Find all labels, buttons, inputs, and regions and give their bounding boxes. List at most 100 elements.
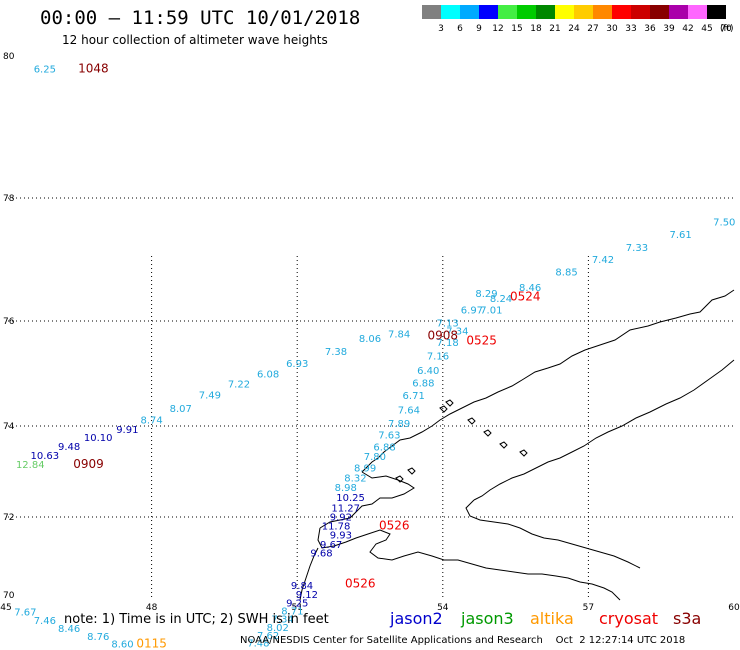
wave-height-value: 11.27	[331, 504, 360, 515]
wave-height-value: 7.34	[446, 327, 468, 338]
wave-height-value: 7.67	[14, 608, 36, 619]
coastline	[299, 289, 735, 601]
legend-swatch-42	[669, 5, 688, 19]
page-subtitle: 12 hour collection of altimeter wave hei…	[62, 33, 328, 47]
legend-tick-label: 45	[701, 24, 712, 34]
legend-tick-label: 6	[457, 24, 463, 34]
wave-height-value: 7.64	[398, 405, 420, 416]
wave-height-value: 9.12	[296, 590, 318, 601]
islet	[483, 429, 492, 437]
wave-height-value: 8.29	[475, 289, 497, 300]
lon-tick-label: 54	[437, 603, 449, 613]
wave-height-value: 7.63	[378, 431, 400, 442]
wave-height-value: 6.71	[403, 391, 425, 402]
wave-height-value: 10.25	[336, 493, 365, 504]
legend-tick-label: 24	[568, 24, 580, 34]
islet	[407, 467, 416, 475]
wave-height-value: 9.84	[291, 581, 313, 592]
lat-tick-label: 80	[3, 52, 15, 62]
legend-tick-label: 33	[625, 24, 636, 34]
wave-height-value: 7.84	[388, 329, 410, 340]
lon-tick-label: 51	[291, 603, 302, 613]
wave-height-value: 8.46	[519, 283, 541, 294]
footer-credit: NOAA/NESDIS Center for Satellite Applica…	[240, 635, 686, 646]
wave-height-value: 7.62	[257, 631, 279, 642]
satellite-label-altika: altika	[530, 609, 574, 628]
lat-tick-label: 70	[3, 591, 15, 601]
satellite-label-jason2: jason2	[390, 609, 443, 628]
wave-height-value: 7.01	[480, 306, 502, 317]
pass-time-label: 0524	[510, 290, 541, 304]
satellite-label-jason3: jason3	[461, 609, 514, 628]
legend-tick-label: 39	[663, 24, 675, 34]
islet	[467, 417, 476, 425]
islet	[519, 449, 528, 457]
legend-swatch-30	[593, 5, 612, 19]
footer-note: note: 1) Time is in UTC; 2) SWH is in fe…	[64, 612, 329, 627]
satellite-label-s3a: s3a	[673, 609, 702, 628]
wave-height-value: 6.40	[417, 366, 439, 377]
wave-height-value: 10.10	[84, 433, 113, 444]
legend-swatch-33	[612, 5, 631, 19]
wave-height-value: 12.84	[16, 460, 45, 471]
legend-swatch-70	[707, 5, 726, 19]
wave-height-value: 9.91	[116, 425, 138, 436]
legend-swatch-36	[631, 5, 650, 19]
legend-swatch-12	[479, 5, 498, 19]
legend-swatch-9	[460, 5, 479, 19]
lon-tick-label: 57	[583, 603, 594, 613]
lon-tick-label: 60	[728, 603, 740, 613]
islet	[439, 405, 448, 413]
wave-height-value: 8.07	[170, 404, 192, 415]
wave-height-value: 9.48	[58, 442, 80, 453]
pass-time-label: 0526	[345, 577, 376, 591]
legend-tick-label: 3	[438, 24, 444, 34]
pass-time-label: 0526	[379, 518, 410, 532]
legend-tick-label: 27	[587, 24, 598, 34]
legend-tick-label: 15	[511, 24, 522, 34]
legend-unit: (ft)	[720, 24, 734, 34]
wave-height-value: 8.71	[281, 606, 303, 617]
legend-swatch-15	[498, 5, 517, 19]
wave-height-value: 8.46	[58, 624, 80, 635]
legend-tick-label: 21	[549, 24, 560, 34]
wave-height-value: 7.89	[388, 419, 410, 430]
wave-height-value: 6.93	[286, 359, 308, 370]
legend-tick-label: 70	[720, 24, 732, 34]
wave-height-value: 7.48	[247, 638, 269, 649]
wave-height-value: 8.60	[111, 640, 133, 650]
lat-tick-label: 74	[3, 422, 15, 432]
wave-height-value: 6.88	[412, 379, 434, 390]
legend-swatch-6	[441, 5, 460, 19]
wave-height-value: 9.93	[330, 531, 352, 542]
legend-tick-label: 36	[644, 24, 656, 34]
wave-height-value: 7.13	[437, 318, 459, 329]
legend-tick-label: 30	[606, 24, 618, 34]
islet	[445, 399, 454, 407]
legend-swatch-24	[555, 5, 574, 19]
wave-height-value: 8.06	[359, 334, 381, 345]
wave-height-value: 7.61	[669, 230, 691, 241]
wave-height-value: 11.78	[322, 521, 351, 532]
wave-height-value: 8.74	[140, 415, 162, 426]
page-title: 00:00 – 11:59 UTC 10/01/2018	[40, 7, 361, 29]
pass-time-label: 0115	[136, 637, 167, 650]
wave-height-value: 8.99	[354, 464, 376, 475]
color-legend: 3 6 9 12 15 18 21 24 27 30 33 36 39 42 45 70(ft)	[422, 5, 734, 34]
wave-height-value: 7.38	[325, 347, 347, 358]
wave-height-value: 9.92	[330, 512, 352, 523]
legend-swatch-27	[574, 5, 593, 19]
pass-time-label: 0909	[73, 457, 104, 471]
wave-height-value: 6.88	[373, 443, 395, 454]
legend-swatch-45	[688, 5, 707, 19]
pass-time-label: 0525	[466, 334, 497, 348]
lon-tick-label: 48	[146, 603, 158, 613]
wave-height-value: 7.42	[592, 255, 614, 266]
wave-height-value: 8.76	[87, 632, 109, 643]
wave-height-value: 8.24	[490, 294, 512, 305]
islet	[499, 441, 508, 449]
legend-swatch-39	[650, 5, 669, 19]
legend-swatch-21	[536, 5, 555, 19]
wave-height-value: 9.67	[320, 540, 342, 551]
wave-height-value: 7.49	[199, 391, 221, 402]
